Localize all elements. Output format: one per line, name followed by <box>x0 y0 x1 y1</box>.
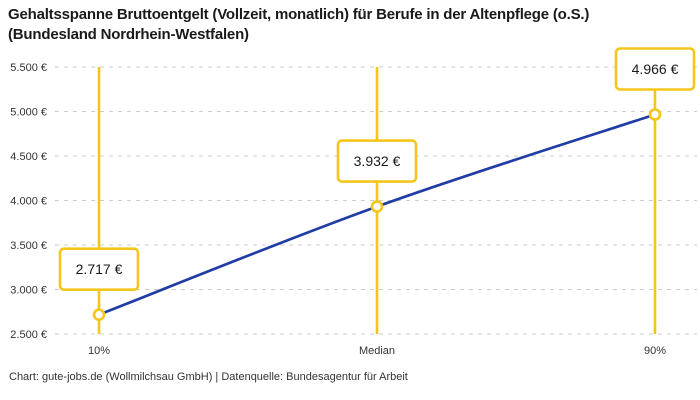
y-tick-label: 5.500 € <box>10 62 47 74</box>
x-tick-label: 90% <box>644 345 666 357</box>
y-tick-label: 4.500 € <box>10 151 47 163</box>
chart-title-line2: (Bundesland Nordrhein-Westfalen) <box>8 26 249 43</box>
value-label: 3.932 € <box>354 153 401 169</box>
y-tick-label: 3.000 € <box>10 285 47 297</box>
value-label-box <box>58 247 140 291</box>
value-label-box <box>614 47 696 91</box>
data-point-marker <box>370 200 384 213</box>
x-tick-label: 10% <box>88 345 110 357</box>
y-tick-label: 5.000 € <box>10 107 47 119</box>
data-point-marker <box>92 308 106 322</box>
value-label: 4.966 € <box>632 61 679 77</box>
value-label-box <box>336 139 418 183</box>
x-tick-label: Median <box>359 345 395 357</box>
y-tick-label: 3.500 € <box>10 240 47 252</box>
y-tick-label: 4.000 € <box>10 196 47 208</box>
chart-title-line1: Gehaltsspanne Bruttoentgelt (Vollzeit, m… <box>8 6 590 23</box>
data-point-marker <box>648 108 662 121</box>
value-label: 2.717 € <box>76 261 123 277</box>
chart-credit-and-source: Chart: gute-jobs.de (Wollmilchsau GmbH) … <box>9 371 408 383</box>
chart-title: Gehaltsspanne Bruttoentgelt (Vollzeit, m… <box>8 5 696 45</box>
y-tick-label: 2.500 € <box>10 329 47 341</box>
